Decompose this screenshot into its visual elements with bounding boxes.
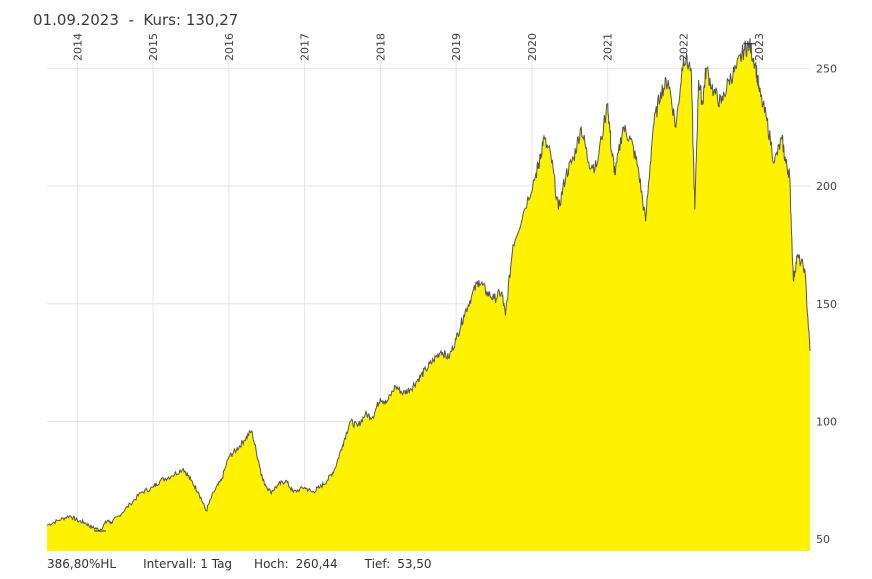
header-separator: - <box>128 11 134 29</box>
x-tick-2015: 2015 <box>147 33 160 61</box>
x-tick-2020: 2020 <box>526 33 539 61</box>
footer-low-label: Tief: <box>364 557 391 571</box>
x-tick-2017: 2017 <box>299 33 312 61</box>
header-date: 01.09.2023 <box>33 11 119 29</box>
y-tick-100: 100 <box>816 416 837 429</box>
header-kurs-value: 130,27 <box>185 11 239 29</box>
footer-performance: 386,80%HL <box>47 557 117 571</box>
x-tick-2023: 2023 <box>753 33 766 61</box>
x-tick-2019: 2019 <box>450 33 463 61</box>
y-tick-150: 150 <box>816 298 837 311</box>
chart-footer: 386,80%HL Intervall: 1 Tag Hoch: 260,44 Tief… <box>47 557 432 571</box>
y-axis-labels: 50 100 150 200 250 <box>816 62 837 546</box>
x-tick-2021: 2021 <box>602 33 615 61</box>
footer-low-value: 53,50 <box>397 557 432 571</box>
extreme-markers <box>94 43 756 532</box>
x-axis-year-labels: 2014 2015 2016 2017 2018 2019 2020 2021 2022 2023 <box>71 33 766 61</box>
x-tick-2014: 2014 <box>71 33 84 61</box>
footer-interval-label: Intervall: <box>143 557 197 571</box>
x-tick-2022: 2022 <box>677 33 690 61</box>
x-tick-2016: 2016 <box>223 33 236 61</box>
header-kurs-label: Kurs: <box>143 11 182 29</box>
footer-high-label: Hoch: <box>254 557 289 571</box>
y-tick-50: 50 <box>816 533 830 546</box>
footer-interval-value: 1 Tag <box>200 557 233 571</box>
footer-high-value: 260,44 <box>295 557 338 571</box>
y-tick-200: 200 <box>816 180 837 193</box>
price-area <box>47 38 810 551</box>
y-tick-250: 250 <box>816 62 837 75</box>
price-line <box>46 38 811 532</box>
chart-header: 01.09.2023 - Kurs: 130,27 <box>33 11 238 29</box>
x-tick-2018: 2018 <box>374 33 387 61</box>
